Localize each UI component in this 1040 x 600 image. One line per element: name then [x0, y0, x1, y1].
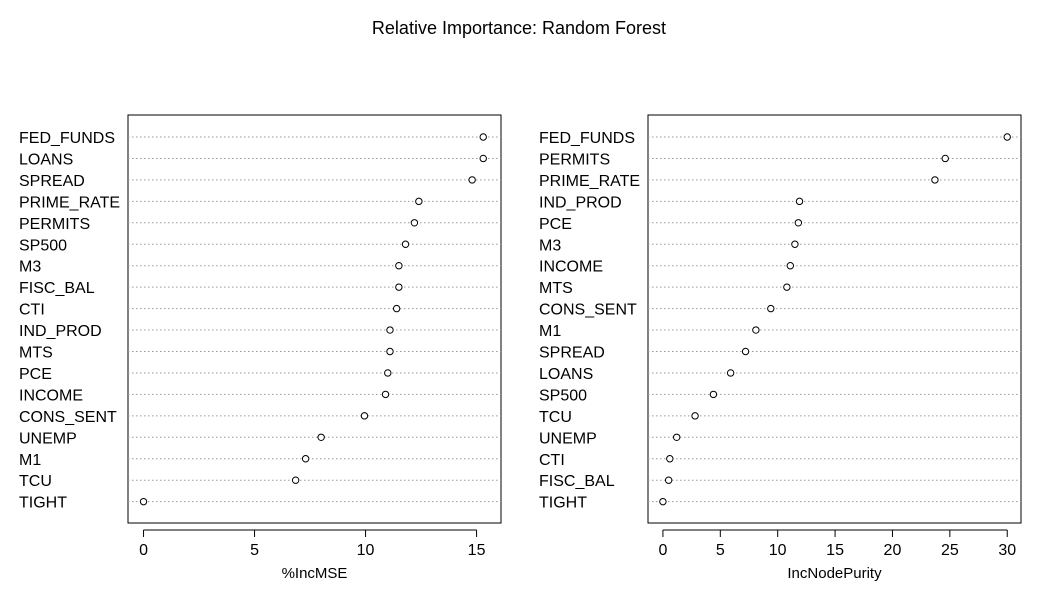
category-label: UNEMP [19, 430, 77, 447]
plot-frame [127, 114, 502, 524]
category-label: PERMITS [539, 151, 610, 168]
data-point [415, 197, 423, 206]
data-point [395, 262, 403, 270]
category-label: TIGHT [19, 495, 67, 512]
category-label: FISC_BAL [19, 280, 95, 297]
x-axis-label: IncNodePurity [787, 565, 882, 582]
x-tick-label: 15 [468, 542, 486, 559]
data-point [384, 369, 392, 377]
x-tick-label: 0 [139, 542, 148, 559]
category-label: CONS_SENT [539, 302, 637, 319]
category-label: PERMITS [19, 216, 90, 233]
category-label: INCOME [19, 387, 83, 404]
data-point [386, 347, 394, 356]
category-label: MTS [19, 345, 53, 362]
data-point [395, 283, 403, 291]
x-tick-label: 10 [357, 542, 375, 559]
category-label: SP500 [19, 237, 67, 254]
data-point [794, 219, 803, 227]
data-point [752, 326, 760, 334]
data-point [791, 240, 799, 248]
plot-frame [647, 114, 1022, 524]
data-point [410, 219, 419, 227]
data-point [401, 240, 410, 248]
category-label: IND_PROD [539, 194, 622, 211]
data-point [786, 262, 795, 270]
data-point [381, 390, 390, 399]
data-point [392, 304, 401, 313]
data-point [783, 283, 791, 291]
category-label: UNEMP [539, 430, 597, 447]
category-label: INCOME [539, 259, 603, 276]
category-label: M1 [19, 452, 41, 469]
data-point [741, 347, 750, 356]
category-label: CTI [19, 302, 45, 319]
data-point [672, 433, 681, 441]
x-tick-label: 15 [826, 542, 844, 559]
data-point [726, 369, 735, 377]
category-label: TCU [19, 473, 52, 490]
x-tick-label: 30 [998, 542, 1016, 559]
data-point [1003, 133, 1011, 141]
x-tick-label: 25 [941, 542, 959, 559]
data-point [139, 497, 148, 506]
category-label: LOANS [19, 151, 73, 168]
data-point [691, 412, 699, 420]
x-tick-label: 20 [884, 542, 902, 559]
data-point [291, 476, 300, 484]
data-point [709, 390, 718, 399]
data-point [317, 433, 325, 441]
data-point [931, 176, 939, 184]
category-label: FED_FUNDS [539, 130, 635, 147]
x-tick-label: 0 [658, 542, 667, 559]
data-point [795, 197, 804, 206]
category-label: PCE [19, 366, 52, 383]
data-point [479, 154, 487, 163]
category-label: CTI [539, 452, 565, 469]
data-point [479, 133, 487, 141]
data-point [301, 455, 310, 463]
category-label: IND_PROD [19, 323, 102, 340]
category-label: PCE [539, 216, 572, 233]
data-point [360, 412, 369, 420]
category-label: FED_FUNDS [19, 130, 115, 147]
category-label: PRIME_RATE [539, 173, 640, 190]
category-label: SPREAD [539, 345, 605, 362]
category-label: CONS_SENT [19, 409, 117, 426]
data-point [664, 476, 673, 484]
data-point [941, 154, 949, 163]
x-axis-label: %IncMSE [282, 565, 348, 582]
data-point [767, 304, 775, 313]
category-label: MTS [539, 280, 573, 297]
data-point [666, 455, 674, 463]
category-label: PRIME_RATE [19, 194, 120, 211]
category-label: TCU [539, 409, 572, 426]
dotchart-panel-1: FED_FUNDS LOANS SPREAD PRIME_RATE PERMITS SP5… [19, 114, 502, 582]
x-tick-label: 5 [250, 542, 259, 559]
dotchart-panel-2: FED_FUNDS PERMITS PRIME_RATE IND_PROD PCE M3 I… [539, 114, 1022, 582]
category-label: TIGHT [539, 495, 587, 512]
category-label: LOANS [539, 366, 593, 383]
category-label: M3 [19, 259, 41, 276]
chart-title: Relative Importance: Random Forest [372, 18, 666, 38]
category-label: M1 [539, 323, 561, 340]
category-label: M3 [539, 237, 561, 254]
data-point [468, 176, 476, 184]
data-point [659, 497, 667, 506]
x-tick-label: 5 [716, 542, 725, 559]
category-label: SPREAD [19, 173, 85, 190]
x-tick-label: 10 [769, 542, 787, 559]
category-label: SP500 [539, 387, 587, 404]
data-point [386, 326, 394, 334]
category-label: FISC_BAL [539, 473, 615, 490]
